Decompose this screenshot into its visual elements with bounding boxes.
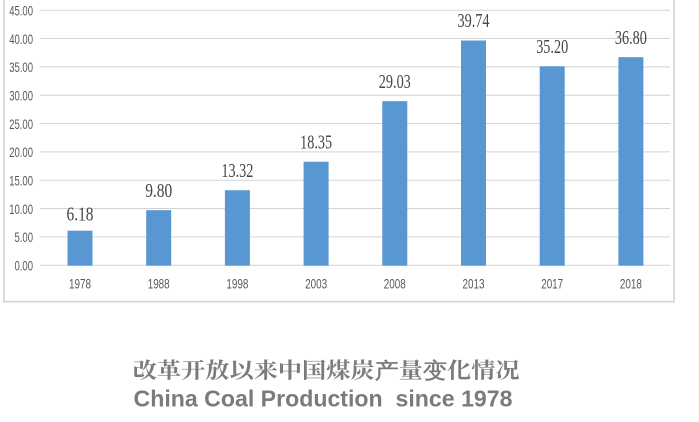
svg-text:15.00: 15.00 <box>9 173 33 189</box>
svg-text:9.80: 9.80 <box>145 180 172 202</box>
svg-text:13.32: 13.32 <box>221 160 253 182</box>
svg-text:35.20: 35.20 <box>536 36 568 58</box>
svg-text:29.03: 29.03 <box>379 71 411 93</box>
svg-text:1988: 1988 <box>148 276 170 292</box>
svg-text:1998: 1998 <box>226 276 248 292</box>
svg-text:2008: 2008 <box>384 276 406 292</box>
svg-text:45.00: 45.00 <box>9 3 33 19</box>
svg-text:2013: 2013 <box>463 276 485 292</box>
svg-text:2018: 2018 <box>620 276 642 292</box>
svg-text:36.80: 36.80 <box>615 27 647 49</box>
svg-text:0.00: 0.00 <box>15 258 34 274</box>
svg-text:China Coal Production since 1: China Coal Production since 1978 <box>134 386 513 412</box>
svg-text:1978: 1978 <box>69 276 91 292</box>
svg-text:10.00: 10.00 <box>9 201 33 217</box>
svg-text:18.35: 18.35 <box>300 131 332 153</box>
svg-text:2003: 2003 <box>305 276 327 292</box>
svg-text:20.00: 20.00 <box>9 144 33 160</box>
svg-text:39.74: 39.74 <box>458 10 490 32</box>
svg-text:6.18: 6.18 <box>67 203 94 225</box>
svg-text:2017: 2017 <box>541 276 563 292</box>
svg-text:25.00: 25.00 <box>9 116 33 132</box>
svg-text:30.00: 30.00 <box>9 88 33 104</box>
svg-text:35.00: 35.00 <box>9 59 33 75</box>
svg-text:40.00: 40.00 <box>9 31 33 47</box>
svg-text:5.00: 5.00 <box>15 229 34 245</box>
